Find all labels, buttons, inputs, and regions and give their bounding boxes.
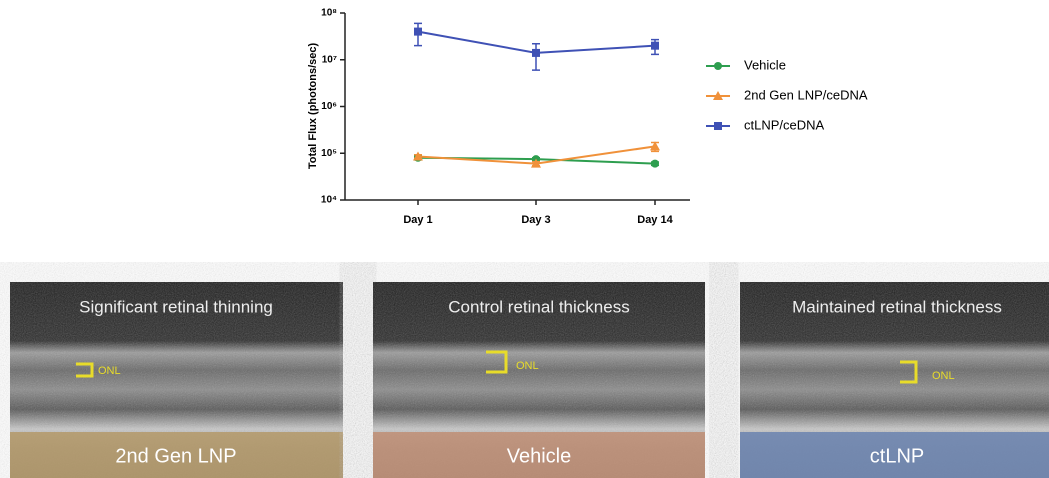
- panel: Control retinal thickness ONL Vehicle: [373, 282, 705, 478]
- y-tick-label: 10⁸: [321, 8, 337, 19]
- onl-label: ONL: [98, 365, 121, 377]
- data-point: [651, 160, 659, 168]
- panel: Significant retinal thinning ONL 2nd Gen…: [10, 282, 343, 478]
- legend-marker: [714, 62, 722, 70]
- onl-label: ONL: [516, 360, 539, 372]
- legend-label: ctLNP/ceDNA: [744, 117, 825, 132]
- panel-title: Maintained retinal thickness: [792, 297, 1002, 316]
- y-axis-label: Total Flux (photons/sec): [307, 43, 319, 170]
- legend-label: 2nd Gen LNP/ceDNA: [744, 87, 868, 102]
- panel-label: ctLNP: [870, 445, 924, 467]
- onl-label: ONL: [932, 370, 955, 382]
- panel-title: Significant retinal thinning: [79, 297, 273, 316]
- legend-label: Vehicle: [744, 57, 786, 72]
- y-tick-label: 10⁶: [321, 101, 337, 112]
- y-tick-label: 10⁵: [321, 148, 337, 159]
- figure: Total Flux (photons/sec) Significant ret…: [0, 0, 1049, 478]
- panel-title: Control retinal thickness: [448, 297, 629, 316]
- data-point: [414, 28, 422, 36]
- y-tick-label: 10⁷: [322, 54, 337, 65]
- panel-label: Vehicle: [507, 445, 572, 467]
- panel: Maintained retinal thickness ONL ctLNP: [740, 282, 1049, 478]
- x-tick-label: Day 14: [637, 214, 673, 226]
- x-tick-label: Day 3: [521, 214, 550, 226]
- error-bar: [532, 44, 540, 70]
- y-tick-label: 10⁴: [321, 195, 337, 206]
- data-point: [532, 49, 540, 57]
- x-tick-label: Day 1: [403, 214, 432, 226]
- legend-marker: [714, 122, 722, 130]
- data-point: [651, 42, 659, 50]
- panel-label: 2nd Gen LNP: [115, 445, 236, 467]
